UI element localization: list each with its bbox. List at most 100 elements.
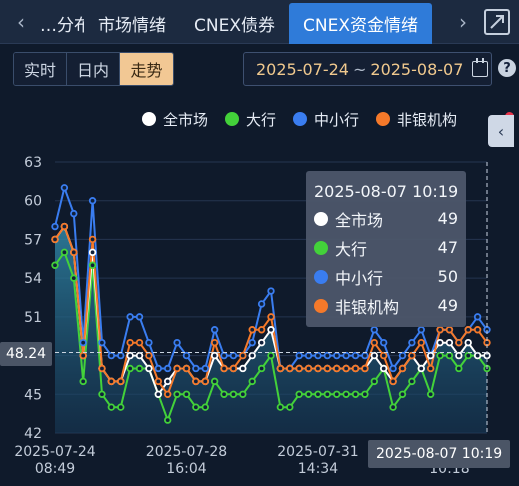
- series-point-3: [229, 364, 238, 373]
- series-point-1: [333, 390, 341, 398]
- series-point-1: [60, 248, 69, 257]
- tab-distribution[interactable]: …分布: [40, 16, 84, 36]
- series-point-1: [210, 377, 219, 386]
- y-tick-label: 60: [24, 194, 42, 210]
- expand-icon[interactable]: [484, 9, 510, 35]
- series-point-3: [182, 364, 191, 373]
- tab-bar: ‹ …分布 市场情绪 CNEX债券 CNEX资金情绪 ›: [0, 0, 519, 44]
- series-point-0: [370, 351, 379, 360]
- series-point-2: [79, 338, 87, 347]
- series-point-1: [304, 390, 313, 398]
- series-point-2: [342, 351, 350, 360]
- series-point-2: [248, 338, 256, 347]
- series-point-3: [220, 364, 228, 373]
- tab-market-sentiment[interactable]: 市场情绪: [98, 16, 166, 36]
- series-point-1: [98, 390, 106, 398]
- tab-cnex-funding-sentiment[interactable]: CNEX资金情绪: [288, 3, 432, 44]
- legend-dot: [225, 112, 240, 126]
- series-point-1: [51, 261, 59, 269]
- series-point-3: [436, 326, 444, 334]
- mode-realtime-button[interactable]: 实时: [14, 53, 67, 85]
- series-point-2: [182, 351, 191, 360]
- series-point-0: [88, 248, 97, 257]
- series-point-3: [192, 377, 200, 386]
- series-point-1: [107, 403, 116, 411]
- tooltip-row-non-bank: 非银机构 49: [314, 291, 458, 320]
- y-tick-label: 63: [24, 155, 42, 171]
- legend-item-non-bank[interactable]: 非银机构: [376, 109, 457, 130]
- series-point-1: [389, 403, 397, 411]
- date-end: 2025-08-07: [370, 59, 464, 79]
- series-point-0: [445, 338, 454, 347]
- tooltip-title: 2025-08-07 10:19: [314, 181, 459, 201]
- x-tick-label: 2025-07-31: [277, 444, 358, 460]
- chevron-left-icon: ‹: [497, 121, 505, 141]
- series-point-3: [286, 364, 294, 373]
- series-point-2: [126, 313, 134, 321]
- legend-dot: [376, 112, 391, 126]
- series-point-2: [201, 364, 209, 373]
- series-point-1: [135, 364, 144, 373]
- funding-sentiment-chart[interactable]: 42454851545760632025-07-2408:492025-07-2…: [0, 140, 519, 486]
- series-point-2: [98, 338, 106, 347]
- series-point-1: [192, 403, 200, 411]
- series-point-3: [163, 390, 172, 398]
- legend-item-small-banks[interactable]: 中小行: [293, 109, 359, 130]
- series-point-0: [436, 338, 444, 347]
- series-point-1: [88, 261, 97, 269]
- series-point-3: [304, 364, 313, 373]
- series-point-2: [379, 338, 388, 347]
- series-point-2: [145, 338, 153, 347]
- tab-scroll-right-icon[interactable]: ›: [459, 10, 467, 34]
- mode-trend-button[interactable]: 走势: [120, 53, 173, 85]
- chart-tooltip: 2025-08-07 10:19 全市场 49 大行 47 中小行 50 非银机…: [306, 171, 466, 327]
- series-point-1: [426, 390, 435, 398]
- series-point-3: [126, 338, 134, 347]
- legend-item-big-banks[interactable]: 大行: [225, 109, 276, 130]
- series-point-1: [286, 403, 294, 411]
- tooltip-row-big-banks: 大行 47: [314, 233, 458, 262]
- series-point-3: [445, 326, 454, 334]
- date-range-picker[interactable]: 2025-07-24 ~ 2025-08-07: [243, 52, 492, 86]
- tooltip-label: 非银机构: [335, 297, 400, 317]
- series-point-3: [473, 326, 482, 334]
- series-point-2: [267, 287, 275, 295]
- series-point-0: [163, 377, 172, 386]
- view-mode-group: 实时 日内 走势: [13, 52, 174, 86]
- tab-cnex-bonds[interactable]: CNEX债券: [194, 16, 275, 36]
- series-point-2: [60, 184, 69, 192]
- help-icon[interactable]: ?: [498, 59, 516, 77]
- series-point-2: [389, 364, 397, 373]
- series-point-3: [464, 326, 472, 334]
- series-point-2: [154, 364, 163, 373]
- legend-item-all-market[interactable]: 全市场: [142, 109, 208, 130]
- tooltip-label: 大行: [335, 239, 368, 259]
- series-point-1: [295, 390, 303, 398]
- side-panel-toggle[interactable]: ‹: [488, 115, 514, 147]
- series-point-3: [107, 377, 116, 386]
- series-point-0: [426, 351, 435, 360]
- tooltip-dot: [314, 269, 328, 284]
- series-point-1: [220, 390, 228, 398]
- series-point-1: [229, 390, 238, 398]
- series-point-3: [60, 222, 69, 231]
- x-tick-label: 2025-07-28: [146, 444, 227, 460]
- legend-dot: [142, 112, 156, 126]
- series-point-3: [455, 338, 463, 347]
- series-point-0: [145, 364, 153, 373]
- series-point-2: [295, 351, 303, 360]
- crosshair-time-label: 2025-08-07 10:19: [368, 440, 511, 468]
- calendar-icon[interactable]: [472, 58, 488, 77]
- series-point-2: [70, 209, 78, 218]
- legend-label: 大行: [246, 110, 277, 129]
- series-point-3: [267, 313, 275, 321]
- series-point-1: [126, 364, 134, 373]
- series-point-3: [248, 326, 256, 334]
- tooltip-label: 全市场: [335, 210, 384, 230]
- series-point-1: [342, 390, 350, 398]
- tooltip-row-small-banks: 中小行 50: [314, 262, 458, 291]
- tab-scroll-left-icon[interactable]: ‹: [17, 10, 25, 34]
- mode-intraday-button[interactable]: 日内: [67, 53, 120, 85]
- series-point-0: [417, 364, 425, 373]
- series-point-1: [370, 377, 379, 386]
